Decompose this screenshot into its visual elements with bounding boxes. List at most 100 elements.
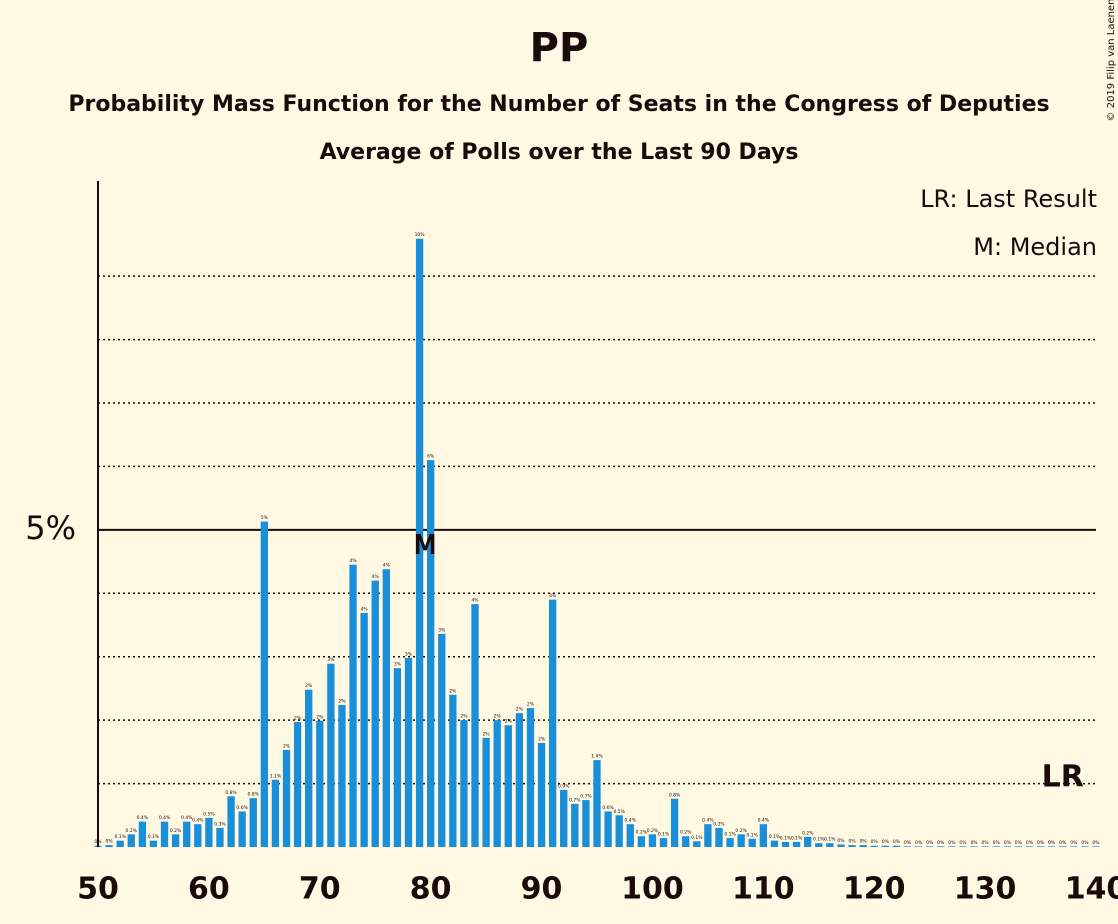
- y-tick-label: 5%: [25, 509, 76, 547]
- bar: [404, 657, 413, 847]
- value-label: 0.2%: [636, 830, 648, 836]
- value-label: 0.4%: [625, 818, 637, 824]
- value-label: 0.3%: [214, 821, 226, 827]
- bar: [183, 821, 191, 847]
- bar: [903, 846, 912, 847]
- value-label: 4%: [361, 606, 369, 612]
- value-label: 0%: [926, 840, 934, 846]
- bar: [305, 689, 313, 847]
- bar: [759, 824, 767, 847]
- bar: [171, 834, 180, 847]
- median-marker: M: [414, 531, 436, 561]
- bar: [415, 238, 424, 848]
- value-label: 4%: [471, 598, 479, 604]
- x-tick-label: 100: [621, 872, 684, 907]
- bar: [238, 811, 246, 847]
- bar: [1036, 846, 1045, 847]
- bar: [116, 840, 124, 847]
- value-label: 0.2%: [802, 830, 814, 836]
- bar: [792, 841, 801, 847]
- value-label: 0.2%: [170, 828, 182, 834]
- bar: [637, 836, 646, 847]
- value-label: 0%: [904, 840, 912, 846]
- bar: [582, 800, 590, 847]
- bar: [781, 841, 790, 847]
- bar: [105, 845, 113, 847]
- bar: [981, 846, 989, 847]
- value-label: 0%: [882, 839, 890, 845]
- bar: [1081, 846, 1089, 847]
- x-tick-label: 60: [188, 872, 230, 907]
- bar: [937, 846, 945, 847]
- bar: [249, 798, 257, 847]
- bar: [670, 798, 679, 847]
- value-label: 3%: [438, 627, 446, 633]
- bar: [659, 838, 668, 847]
- value-label: 2%: [338, 698, 346, 704]
- bar: [870, 845, 878, 847]
- value-label: 0.8%: [248, 792, 260, 798]
- x-tick-label: 140: [1065, 872, 1118, 907]
- value-label: 0.1%: [691, 835, 703, 841]
- bar: [748, 838, 756, 847]
- chart-subtitle: Probability Mass Function for the Number…: [68, 92, 1049, 117]
- bar: [438, 633, 446, 847]
- x-tick-label: 70: [299, 872, 341, 907]
- value-label: 0.9%: [558, 783, 570, 789]
- bar: [338, 704, 346, 847]
- bar: [1092, 846, 1100, 847]
- bar: [826, 843, 834, 847]
- bar: [914, 846, 923, 847]
- value-label: 0.1%: [780, 835, 792, 841]
- value-label: 0.4%: [192, 818, 204, 824]
- value-label: 0%: [948, 840, 956, 846]
- bar: [282, 749, 291, 847]
- bar: [804, 836, 812, 847]
- legend-entry: LR: Last Result: [920, 185, 1097, 213]
- value-label: 0.4%: [758, 818, 770, 824]
- value-label: 0.5%: [203, 811, 215, 817]
- bar: [194, 824, 202, 847]
- bar: [615, 815, 623, 847]
- value-label: 0%: [1015, 840, 1023, 846]
- bar: [138, 821, 147, 847]
- value-label: 2%: [449, 688, 457, 694]
- value-label: 2%: [305, 683, 313, 689]
- value-label: 0.2%: [680, 830, 692, 836]
- last-result-marker: LR: [1042, 760, 1084, 795]
- value-label: 1.1%: [270, 773, 282, 779]
- value-label: 0%: [837, 838, 845, 844]
- value-label: 0%: [1081, 840, 1089, 846]
- value-label: 4%: [383, 563, 391, 569]
- copyright: © 2019 Filip van Laenen: [1106, 0, 1117, 121]
- bar: [693, 841, 701, 847]
- value-label: 0.1%: [658, 832, 670, 838]
- value-label: 0.4%: [181, 815, 193, 821]
- bar: [393, 668, 402, 847]
- x-tick-label: 120: [843, 872, 906, 907]
- chart-title: PP: [530, 25, 589, 71]
- value-label: 0.8%: [225, 790, 237, 796]
- bar: [537, 742, 546, 847]
- bar: [948, 846, 956, 847]
- value-label: 0%: [893, 839, 901, 845]
- value-label: 0.7%: [580, 794, 592, 800]
- value-label: 4%: [349, 558, 357, 564]
- bar: [959, 846, 967, 847]
- bar: [460, 720, 468, 847]
- bar: [349, 564, 357, 847]
- value-label: 0%: [993, 840, 1001, 846]
- bar: [160, 821, 169, 847]
- value-label: 0%: [1026, 840, 1034, 846]
- value-label: 0%: [860, 839, 868, 845]
- value-label: 0.7%: [569, 797, 581, 803]
- bar: [1070, 846, 1078, 847]
- bar: [682, 836, 690, 847]
- value-label: 3%: [394, 662, 402, 668]
- bar: [149, 840, 158, 847]
- bar: [227, 796, 235, 847]
- value-label: 0%: [1037, 840, 1045, 846]
- bar: [815, 843, 823, 847]
- value-label: 0.1%: [791, 835, 803, 841]
